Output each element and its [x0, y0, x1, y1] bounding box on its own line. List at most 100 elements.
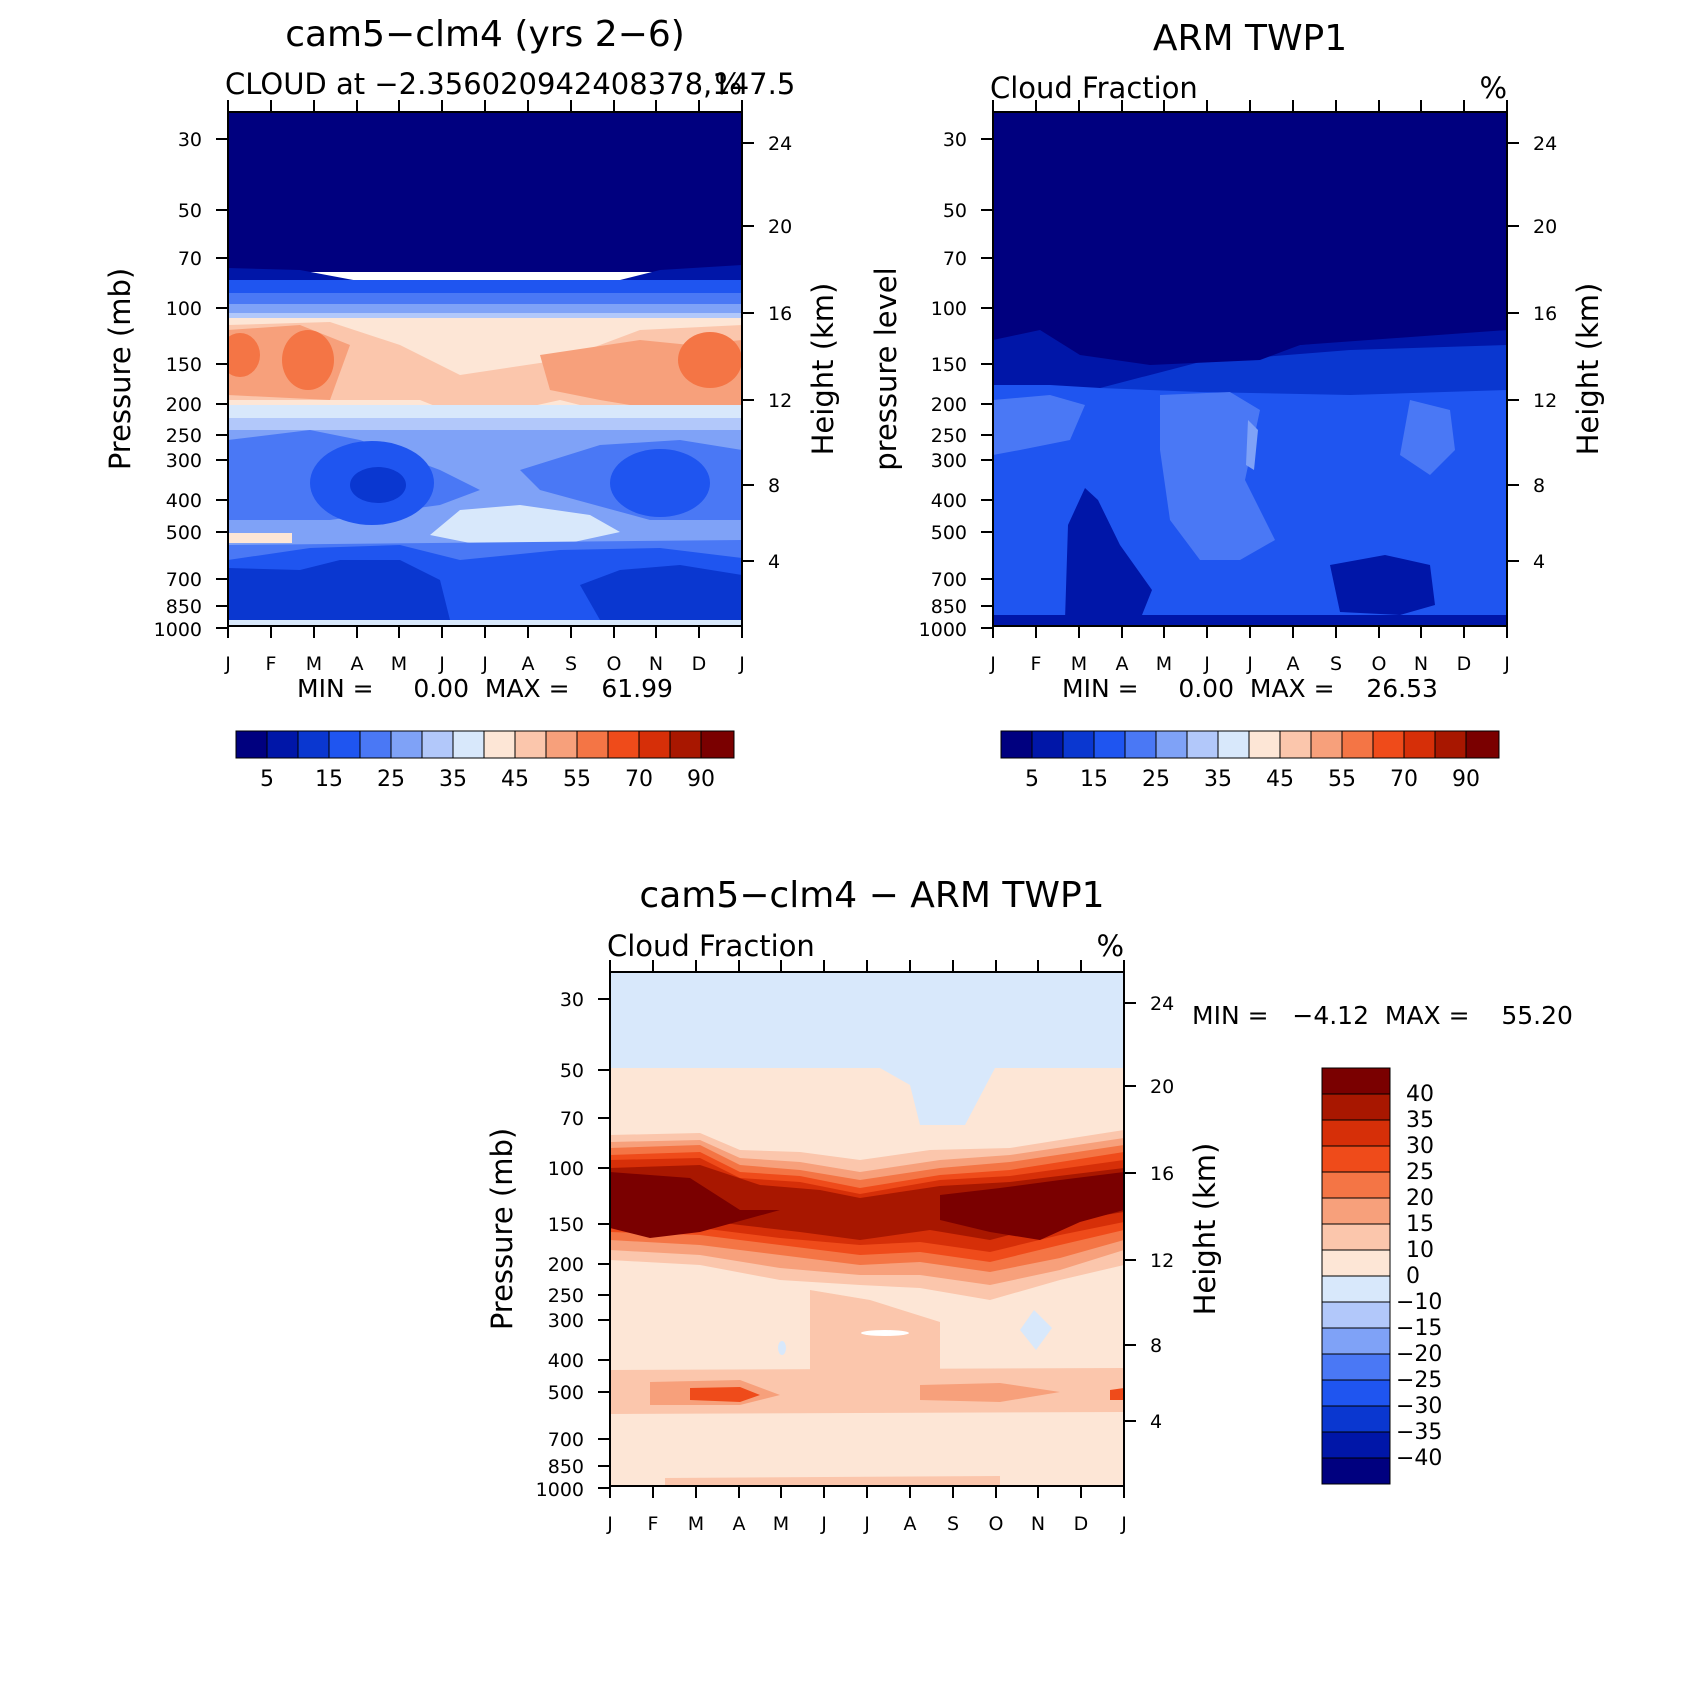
left-ticks	[598, 998, 610, 1489]
colorbar-swatch	[1321, 1405, 1391, 1433]
y-tick-label: 70	[178, 248, 202, 270]
colorbar-label: 5	[260, 767, 274, 792]
y-tick-label: 850	[166, 596, 202, 618]
x-tick-label: J	[481, 653, 488, 675]
y-tick-label: 50	[560, 1060, 584, 1082]
colorbar-swatch	[1321, 1379, 1391, 1407]
x-tick-label: N	[1031, 1513, 1045, 1535]
y-right-tick-label: 20	[768, 216, 792, 238]
y-axis-label-right: Height (km)	[1188, 1143, 1222, 1316]
y-tick-label: 150	[931, 354, 967, 376]
y-tick-label: 400	[931, 490, 967, 512]
field-band	[228, 304, 742, 314]
contour-field-model	[228, 112, 742, 626]
colorbar-swatch	[1321, 1145, 1391, 1173]
x-tick-label: M	[391, 653, 407, 675]
x-tick-label: N	[649, 653, 663, 675]
chart-subtitle: Cloud Fraction	[607, 929, 815, 963]
colorbar-swatch	[514, 730, 547, 759]
colorbar-swatch	[1321, 1223, 1391, 1251]
colorbar-swatch	[1434, 730, 1467, 759]
colorbar-swatch	[1321, 1197, 1391, 1225]
y-tick-label: 850	[548, 1456, 584, 1478]
x-tick-label: A	[1116, 653, 1129, 675]
x-tick-label: A	[904, 1513, 917, 1535]
y-tick-label: 300	[931, 450, 967, 472]
colorbar-label: 15	[315, 767, 343, 792]
y-tick-label: 500	[931, 522, 967, 544]
field-band	[228, 293, 742, 305]
left-ticks	[216, 138, 228, 629]
field-band-bottom	[665, 1476, 1000, 1486]
colorbar-label: 25	[1406, 1160, 1434, 1185]
colorbar-label: 90	[687, 767, 715, 792]
colorbar-swatch	[607, 730, 640, 759]
colorbar-swatch	[1321, 1457, 1391, 1485]
y-tick-label: 200	[548, 1254, 584, 1276]
field-band-lower	[580, 565, 742, 620]
y-right-tick-label: 16	[1533, 303, 1557, 325]
chart-subtitle: Cloud Fraction	[990, 71, 1198, 105]
right-ticks	[1124, 1002, 1136, 1422]
x-tick-label: A	[522, 653, 535, 675]
field-band-mid	[861, 1330, 909, 1336]
y-right-tick-label: 4	[1150, 1411, 1162, 1433]
colorbar-swatch	[1248, 730, 1281, 759]
y-tick-label: 70	[560, 1108, 584, 1130]
colorbar-swatch	[483, 730, 516, 759]
colorbar-swatch	[1321, 1067, 1391, 1095]
colorbar-swatch	[1321, 1119, 1391, 1147]
y-right-tick-label: 12	[1533, 390, 1557, 412]
x-tick-label: S	[947, 1513, 959, 1535]
y-right-tick-label: 24	[1533, 133, 1557, 155]
colorbar-label: −40	[1396, 1446, 1442, 1471]
y-tick-label: 300	[166, 450, 202, 472]
contour-field-obs	[993, 112, 1507, 626]
y-axis-label-right: Height (km)	[806, 283, 840, 456]
colorbar-swatch	[1093, 730, 1126, 759]
y-tick-label: 1000	[154, 619, 202, 641]
y-tick-label: 1000	[919, 619, 967, 641]
colorbar-label: −10	[1396, 1290, 1442, 1315]
x-tick-label: O	[1372, 653, 1387, 675]
colorbar-label: −30	[1396, 1394, 1442, 1419]
field-band-lower	[228, 560, 450, 620]
colorbar-swatch	[700, 730, 735, 759]
y-tick-label: 70	[943, 248, 967, 270]
bottom-ticks	[227, 626, 743, 638]
colorbar-label: −20	[1396, 1342, 1442, 1367]
colorbar-label: 45	[1266, 767, 1294, 792]
y-right-tick-label: 16	[1150, 1163, 1174, 1185]
x-tick-label: J	[606, 1513, 613, 1535]
colorbar-swatch	[1155, 730, 1188, 759]
chart-subtitle: CLOUD at −2.356020942408378,147.5	[225, 67, 795, 101]
min-max-text: MIN = 0.00 MAX = 26.53	[1062, 674, 1438, 703]
colorbar-label: 70	[625, 767, 653, 792]
y-tick-label: 500	[166, 522, 202, 544]
x-tick-label: J	[1120, 1513, 1127, 1535]
colorbar-swatch	[1279, 730, 1312, 759]
field-band-lower	[1065, 488, 1152, 620]
y-tick-label: 850	[931, 596, 967, 618]
colorbar-label: 90	[1452, 767, 1480, 792]
field-band-top	[993, 112, 1507, 362]
y-tick-label: 400	[166, 490, 202, 512]
y-tick-label: 200	[931, 394, 967, 416]
colorbar-label: 35	[1204, 767, 1232, 792]
colorbar-swatch	[297, 730, 330, 759]
y-tick-label: 300	[548, 1310, 584, 1332]
colorbar: 5 15 25 35 45 55 70 90	[1000, 730, 1500, 792]
y-tick-label: 500	[548, 1382, 584, 1404]
colorbar-label: 35	[439, 767, 467, 792]
top-ticks	[609, 960, 1125, 972]
colorbar-swatch	[1403, 730, 1436, 759]
right-ticks	[1507, 142, 1519, 562]
left-ticks	[981, 138, 993, 629]
colorbar-swatch	[421, 730, 454, 759]
x-tick-label: M	[306, 653, 322, 675]
y-tick-label: 200	[166, 394, 202, 416]
y-tick-label: 30	[178, 129, 202, 151]
colorbar-label: 25	[377, 767, 405, 792]
x-tick-label: J	[738, 653, 745, 675]
